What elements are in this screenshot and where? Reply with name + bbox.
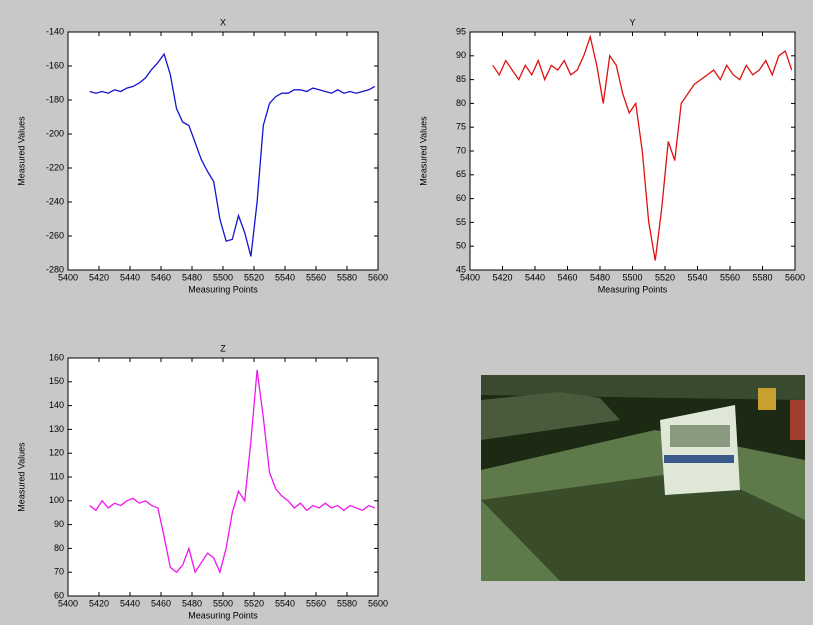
x-tick-label: 5600 xyxy=(785,272,805,282)
x-tick-label: 5560 xyxy=(306,272,326,282)
x-tick-label: 5440 xyxy=(120,272,140,282)
y-tick-label: 95 xyxy=(456,26,466,36)
y-tick-label: -140 xyxy=(46,26,64,36)
x-tick-label: 5540 xyxy=(275,598,295,608)
x-tick-label: 5520 xyxy=(655,272,675,282)
y-tick-label: -260 xyxy=(46,230,64,240)
x-tick-label: 5480 xyxy=(182,272,202,282)
y-tick-label: 90 xyxy=(456,50,466,60)
y-tick-label: 160 xyxy=(49,352,64,362)
x-tick-label: 5460 xyxy=(151,598,171,608)
y-tick-label: 60 xyxy=(54,590,64,600)
x-tick-label: 5540 xyxy=(275,272,295,282)
photo-bus-stripe xyxy=(664,455,734,463)
x-axis-label: Measuring Points xyxy=(598,284,668,294)
y-tick-label: 65 xyxy=(456,169,466,179)
y-tick-label: -200 xyxy=(46,128,64,138)
y-axis-label: Measured Values xyxy=(418,116,428,186)
y-tick-label: 100 xyxy=(49,495,64,505)
x-tick-label: 5580 xyxy=(337,598,357,608)
photo-sign xyxy=(758,388,776,410)
y-tick-label: 120 xyxy=(49,448,64,458)
camera-photo xyxy=(481,375,805,581)
y-tick-label: 75 xyxy=(456,122,466,132)
x-tick-label: 5560 xyxy=(306,598,326,608)
y-tick-label: 55 xyxy=(456,217,466,227)
x-tick-label: 5420 xyxy=(89,598,109,608)
x-tick-label: 5600 xyxy=(368,598,388,608)
y-tick-label: -240 xyxy=(46,196,64,206)
y-tick-label: 45 xyxy=(456,264,466,274)
photo-bus xyxy=(660,405,740,495)
x-tick-label: 5500 xyxy=(213,598,233,608)
y-tick-label: 80 xyxy=(54,543,64,553)
photo-bus-window xyxy=(670,425,730,447)
chart-title: Y xyxy=(629,17,635,27)
x-tick-label: 5580 xyxy=(337,272,357,282)
x-tick-label: 5420 xyxy=(492,272,512,282)
y-tick-label: 50 xyxy=(456,241,466,251)
x-axis-label: Measuring Points xyxy=(188,284,258,294)
x-tick-label: 5480 xyxy=(590,272,610,282)
chart-title: Z xyxy=(220,343,226,353)
x-tick-label: 5540 xyxy=(687,272,707,282)
y-tick-label: -160 xyxy=(46,60,64,70)
y-tick-label: -280 xyxy=(46,264,64,274)
y-tick-label: 85 xyxy=(456,74,466,84)
figure: XMeasuring PointsMeasured Values54005420… xyxy=(0,0,813,625)
y-tick-label: 80 xyxy=(456,98,466,108)
x-tick-label: 5560 xyxy=(720,272,740,282)
x-tick-label: 5460 xyxy=(557,272,577,282)
plot-area xyxy=(470,32,795,270)
y-axis-label: Measured Values xyxy=(16,442,26,512)
x-tick-label: 5440 xyxy=(120,598,140,608)
y-tick-label: 90 xyxy=(54,519,64,529)
x-tick-label: 5580 xyxy=(752,272,772,282)
plot-area xyxy=(68,32,378,270)
x-tick-label: 5440 xyxy=(525,272,545,282)
x-axis-label: Measuring Points xyxy=(188,610,258,620)
x-tick-label: 5520 xyxy=(244,598,264,608)
x-tick-label: 5600 xyxy=(368,272,388,282)
y-tick-label: 130 xyxy=(49,424,64,434)
x-tick-label: 5460 xyxy=(151,272,171,282)
y-axis-label: Measured Values xyxy=(16,116,26,186)
y-tick-label: 60 xyxy=(456,193,466,203)
y-tick-label: -220 xyxy=(46,162,64,172)
x-tick-label: 5420 xyxy=(89,272,109,282)
y-tick-label: 140 xyxy=(49,400,64,410)
y-tick-label: 110 xyxy=(50,471,64,481)
y-tick-label: -180 xyxy=(46,94,64,104)
x-tick-label: 5500 xyxy=(213,272,233,282)
x-tick-label: 5520 xyxy=(244,272,264,282)
y-tick-label: 70 xyxy=(456,145,466,155)
x-tick-label: 5500 xyxy=(622,272,642,282)
y-tick-label: 150 xyxy=(49,376,64,386)
x-tick-label: 5480 xyxy=(182,598,202,608)
photo-building-red xyxy=(790,400,805,440)
y-tick-label: 70 xyxy=(54,567,64,577)
chart-title: X xyxy=(220,17,226,27)
